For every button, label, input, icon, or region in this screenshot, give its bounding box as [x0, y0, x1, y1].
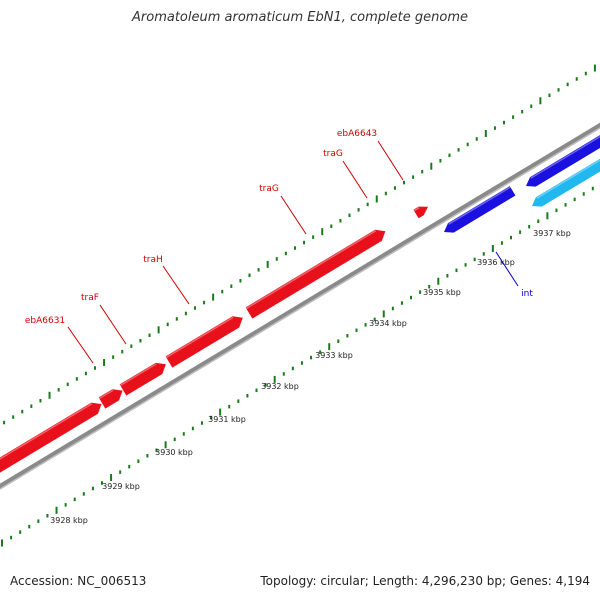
gene-reverse-2	[526, 135, 600, 187]
scale-label: 3934 kbp	[369, 319, 407, 328]
genome-backbone	[0, 122, 600, 490]
gene-reverse-3-highlight	[536, 159, 600, 199]
backbone-line-inner	[0, 127, 600, 490]
label-line	[162, 265, 190, 305]
map-title: Aromatoleum aromaticum EbN1, complete ge…	[132, 10, 468, 25]
scale-label: 3935 kbp	[423, 288, 461, 297]
scale-labels: 3928 kbp 3929 kbp 3930 kbp 3931 kbp 3932 kbp…	[50, 229, 571, 525]
outer-tick-track	[3, 64, 596, 425]
accession-text: Accession: NC_006513	[10, 574, 147, 588]
scale-label: 3931 kbp	[208, 415, 246, 424]
gene-ebA6631	[0, 402, 102, 473]
gene-reverse-3	[532, 158, 600, 207]
scale-label: 3929 kbp	[102, 482, 140, 491]
gene-reverse-2-highlight	[530, 135, 600, 179]
scale-label: 3933 kbp	[315, 351, 353, 360]
gene-traG-2	[245, 229, 386, 319]
gene-labels: ebA6631 traF traH traG traG ebA6643 int	[25, 129, 533, 326]
label-line	[280, 195, 307, 235]
label-line	[377, 140, 404, 181]
gene-traG-1	[165, 316, 243, 368]
gene-traG-2-highlight	[245, 230, 377, 310]
scale-label: 3930 kbp	[155, 448, 193, 457]
gene-label: traG	[259, 184, 279, 194]
gene-int	[444, 186, 516, 233]
gene-traG-1-highlight	[165, 316, 234, 359]
scale-label: 3937 kbp	[533, 229, 571, 238]
label-line	[495, 251, 519, 287]
gene-label: ebA6631	[25, 316, 65, 326]
gene-traH-highlight	[119, 363, 157, 387]
scale-label: 3932 kbp	[261, 382, 299, 391]
gene-label: int	[521, 289, 533, 299]
gene-int-highlight	[448, 186, 511, 225]
label-line	[342, 160, 368, 199]
label-line	[99, 304, 127, 345]
gene-features	[0, 135, 600, 473]
gene-ebA6631-highlight	[0, 403, 93, 460]
gene-traF	[98, 389, 123, 409]
gene-label: traH	[143, 255, 163, 265]
gene-traH	[119, 362, 166, 396]
genome-summary-text: Topology: circular; Length: 4,296,230 bp…	[260, 574, 590, 588]
label-line	[67, 326, 94, 364]
inner-tick-track	[1, 186, 594, 547]
gene-ebA6643	[413, 206, 429, 219]
gene-label: ebA6643	[337, 129, 377, 139]
scale-label: 3928 kbp	[50, 516, 88, 525]
gene-label-lines	[67, 140, 519, 364]
gene-traF-highlight	[98, 389, 114, 400]
scale-label: 3936 kbp	[477, 258, 515, 267]
backbone-line-outer	[0, 122, 600, 489]
gene-ebA6643-highlight	[413, 207, 420, 212]
gene-label: traF	[81, 293, 99, 303]
gene-label: traG	[323, 149, 343, 159]
